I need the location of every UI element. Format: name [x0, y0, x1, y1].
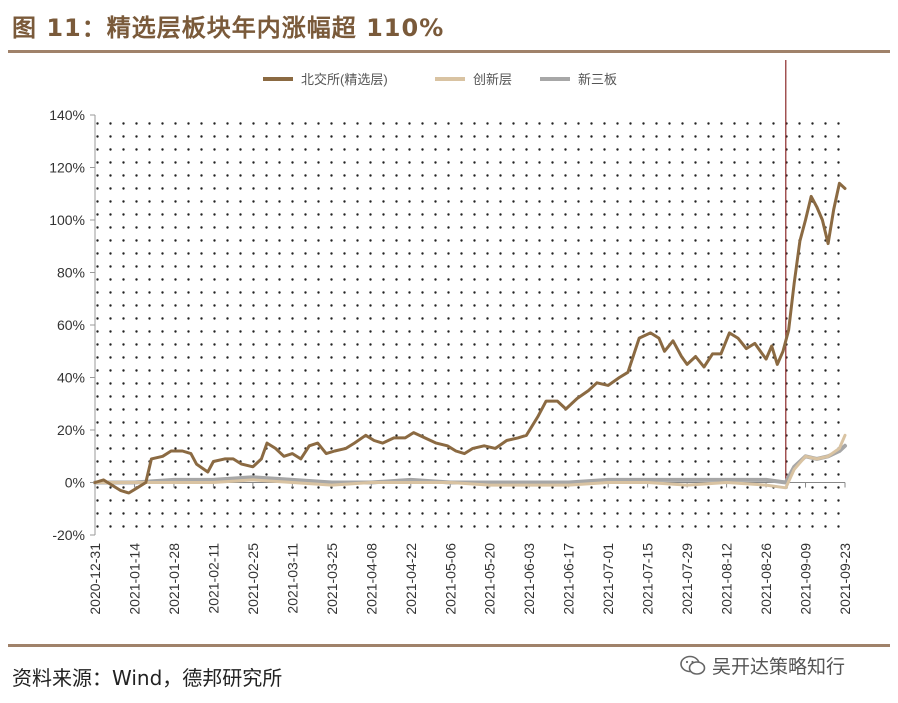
y-tick-label: 40% — [57, 370, 85, 386]
x-tick-label: 2021-07-15 — [640, 543, 656, 615]
y-tick-label: 0% — [65, 475, 85, 491]
y-tick-label: -20% — [52, 527, 85, 543]
x-tick-label: 2021-01-28 — [166, 543, 182, 615]
series-line-bjs — [93, 181, 847, 495]
wechat-icon — [680, 655, 706, 675]
x-tick-label: 2021-04-22 — [403, 543, 419, 615]
plot-area — [95, 115, 845, 535]
watermark: 吴开达策略知行 — [680, 652, 845, 679]
y-tick-label: 120% — [49, 160, 85, 176]
x-tick-label: 2021-03-11 — [284, 543, 300, 614]
x-tick-label: 2021-08-26 — [758, 543, 774, 615]
y-tick-label: 140% — [49, 107, 85, 123]
x-tick-label: 2021-05-20 — [482, 543, 498, 615]
series-line-cxc — [93, 433, 847, 490]
figure-title: 图 11：精选层板块年内涨幅超 110% — [12, 14, 445, 42]
x-tick-label: 2021-07-01 — [600, 543, 616, 615]
top-rule — [8, 50, 890, 53]
legend-label-cxc: 创新层 — [473, 72, 512, 87]
y-tick-label: 60% — [57, 317, 85, 333]
x-tick-label: 2021-02-25 — [245, 543, 261, 615]
legend-label-bjs: 北交所(精选层) — [301, 72, 388, 87]
x-tick-label: 2021-06-03 — [521, 543, 537, 615]
x-tick-label: 2021-01-14 — [126, 543, 142, 615]
x-tick-label: 2021-03-25 — [324, 543, 340, 615]
x-tick-label: 2021-09-23 — [837, 543, 853, 615]
line-chart: -20% 0% 20% 40% 60% 80% 100% 120% 140% 2020-12-31… — [49, 60, 853, 615]
x-tick-label: 2021-06-17 — [561, 543, 577, 615]
x-tick-label: 2021-04-08 — [363, 543, 379, 615]
bottom-rule — [8, 644, 890, 647]
watermark-text: 吴开达策略知行 — [712, 656, 846, 678]
x-tick-label: 2020-12-31 — [87, 543, 103, 615]
y-tick-label: 100% — [49, 212, 85, 228]
y-tick-label: 80% — [57, 265, 85, 281]
y-tick-label: 20% — [57, 422, 85, 438]
x-tick-label: 2021-08-12 — [719, 543, 735, 615]
x-tick-label: 2021-09-09 — [798, 543, 814, 615]
x-tick-label: 2021-05-06 — [442, 543, 458, 615]
x-tick-label: 2021-02-11 — [205, 543, 221, 614]
legend-label-xsb: 新三板 — [578, 72, 617, 87]
x-tick-label: 2021-07-29 — [679, 543, 695, 615]
source-note: 资料来源：Wind，德邦研究所 — [12, 666, 283, 690]
